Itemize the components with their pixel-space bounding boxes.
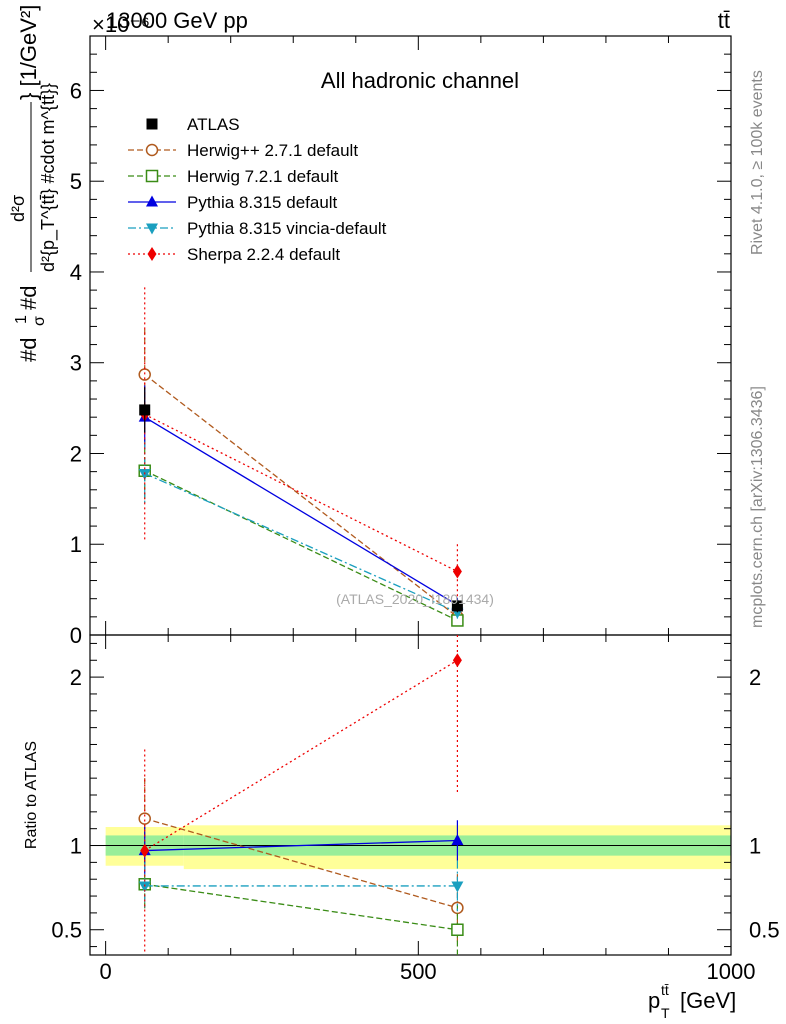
- legend-marker: [145, 169, 159, 183]
- legend: ATLAS Herwig++ 2.7.1 default Herwig 7.2.1 …: [128, 115, 387, 264]
- main-y-tick-label: 0: [70, 623, 82, 648]
- analysis-watermark: (ATLAS_2020_I1801434): [336, 591, 494, 607]
- xlabel-p: p: [648, 988, 660, 1013]
- ratio-plot-frame: [89, 634, 732, 956]
- ratio-data-point: [138, 812, 151, 825]
- ylabel-num: d²σ: [8, 195, 28, 222]
- data-point: [139, 404, 151, 416]
- ylabel-units: } [1/GeV²]: [16, 5, 41, 100]
- x-tick-label: 1000: [707, 959, 756, 984]
- series-atlas: [139, 387, 463, 613]
- chart-title: All hadronic channel: [321, 68, 519, 93]
- x-tick-label: 500: [400, 959, 437, 984]
- legend-marker: [147, 247, 157, 261]
- ratio-series-layer: [138, 635, 464, 955]
- legend-entry: ATLAS: [146, 115, 240, 134]
- data-point: [138, 468, 151, 480]
- ratio-series-sherpa-2-2-4-default: [140, 635, 462, 952]
- legend-marker: [145, 143, 159, 157]
- legend-label: Herwig++ 2.7.1 default: [187, 141, 358, 160]
- main-y-tick-label: 4: [70, 260, 82, 285]
- ylabel-mid: #d: [16, 286, 41, 310]
- series-herwig-2-7-1-default: [138, 329, 464, 624]
- main-y-tick-label: 3: [70, 351, 82, 376]
- ylabel-frac-num: 1: [13, 315, 30, 324]
- legend-label: ATLAS: [187, 115, 240, 134]
- legend-entry: Sherpa 2.2.4 default: [128, 245, 340, 264]
- main-y-tick-label: 6: [70, 78, 82, 103]
- main-series-layer: [138, 287, 464, 627]
- legend-label: Pythia 8.315 vincia-default: [187, 219, 387, 238]
- legend-marker: [146, 118, 158, 130]
- series-pythia-8-315-default: [138, 385, 464, 613]
- ratio-panel: 0.5 0.5 1 1 2 2 0 500 1000 Ratio to ATLAS: [23, 634, 780, 984]
- ratio-data-point: [451, 833, 464, 845]
- ratio-series-line: [144, 817, 458, 909]
- ratio-y-tick-label-right: 0.5: [749, 918, 780, 943]
- legend-entry: Pythia 8.315 vincia-default: [128, 219, 387, 238]
- ylabel-frac-den: σ: [31, 316, 48, 326]
- main-y-tick-label: 1: [70, 532, 82, 557]
- legend-label: Sherpa 2.2.4 default: [187, 245, 340, 264]
- series-line: [144, 374, 458, 618]
- exponent-label: ×10⁻⁶: [92, 12, 150, 37]
- ratio-y-tick-label-right: 2: [749, 665, 761, 690]
- xlabel-sub: T: [661, 1005, 670, 1021]
- ratio-data-point: [138, 881, 151, 893]
- ratio-y-tick-label: 2: [70, 665, 82, 690]
- main-panel: 0 1 2 3 4 5 6 All hadronic channel (ATLAS_2020…: [8, 5, 732, 648]
- ratio-data-point: [451, 881, 464, 893]
- ratio-series-line: [144, 883, 458, 931]
- energy-label: 13000 GeV pp: [106, 8, 248, 33]
- legend-entry: Pythia 8.315 default: [128, 193, 338, 212]
- mcplots-label: mcplots.cern.ch [arXiv:1306.3436]: [749, 386, 766, 628]
- ratio-bands: [90, 825, 731, 870]
- data-point: [451, 600, 463, 612]
- ratio-y-axis-label: Ratio to ATLAS: [23, 741, 40, 849]
- legend-entry: Herwig 7.2.1 default: [128, 167, 338, 186]
- series-line: [144, 416, 458, 606]
- ratio-series-line: [144, 839, 458, 852]
- main-y-tick-label: 5: [70, 169, 82, 194]
- xlabel-unit: [GeV]: [680, 988, 736, 1013]
- ratio-series-line: [144, 659, 458, 852]
- series-line: [144, 472, 458, 613]
- ratio-axis-ticks: 0.5 0.5 1 1 2 2 0 500 1000: [51, 635, 780, 984]
- process-label: tt̄: [718, 8, 730, 33]
- data-point: [452, 564, 462, 579]
- main-y-tick-label: 2: [70, 441, 82, 466]
- legend-label: Pythia 8.315 default: [187, 193, 338, 212]
- x-tick-label: 0: [100, 959, 112, 984]
- ratio-series-herwig-7-2-1-default: [138, 857, 464, 955]
- rivet-version-label: Rivet 4.1.0, ≥ 100k events: [749, 70, 766, 255]
- ratio-y-tick-label: 1: [70, 834, 82, 859]
- ylabel-prefix: #d: [16, 338, 41, 362]
- ratio-data-point: [140, 843, 150, 858]
- ratio-y-tick-label: 0.5: [51, 918, 82, 943]
- ratio-data-point: [451, 923, 464, 936]
- x-axis-label: p T tt̄ [GeV]: [648, 982, 736, 1021]
- series-line: [144, 470, 458, 622]
- main-axis-ticks: 0 1 2 3 4 5 6: [70, 36, 732, 648]
- ratio-data-point: [452, 653, 462, 668]
- legend-entry: Herwig++ 2.7.1 default: [128, 141, 358, 160]
- legend-marker: [146, 195, 158, 207]
- legend-label: Herwig 7.2.1 default: [187, 167, 338, 186]
- xlabel-sup: tt̄: [661, 982, 669, 998]
- main-y-axis-label: #d 1 σ #d d²σ d²{p_T^{tt̄} #cdot m^{tt̄}…: [8, 5, 59, 362]
- ylabel-den: d²{p_T^{tt̄} #cdot m^{tt̄}}: [38, 83, 59, 272]
- series-line: [144, 413, 458, 573]
- legend-marker: [146, 223, 158, 235]
- ratio-y-tick-label-right: 1: [749, 834, 761, 859]
